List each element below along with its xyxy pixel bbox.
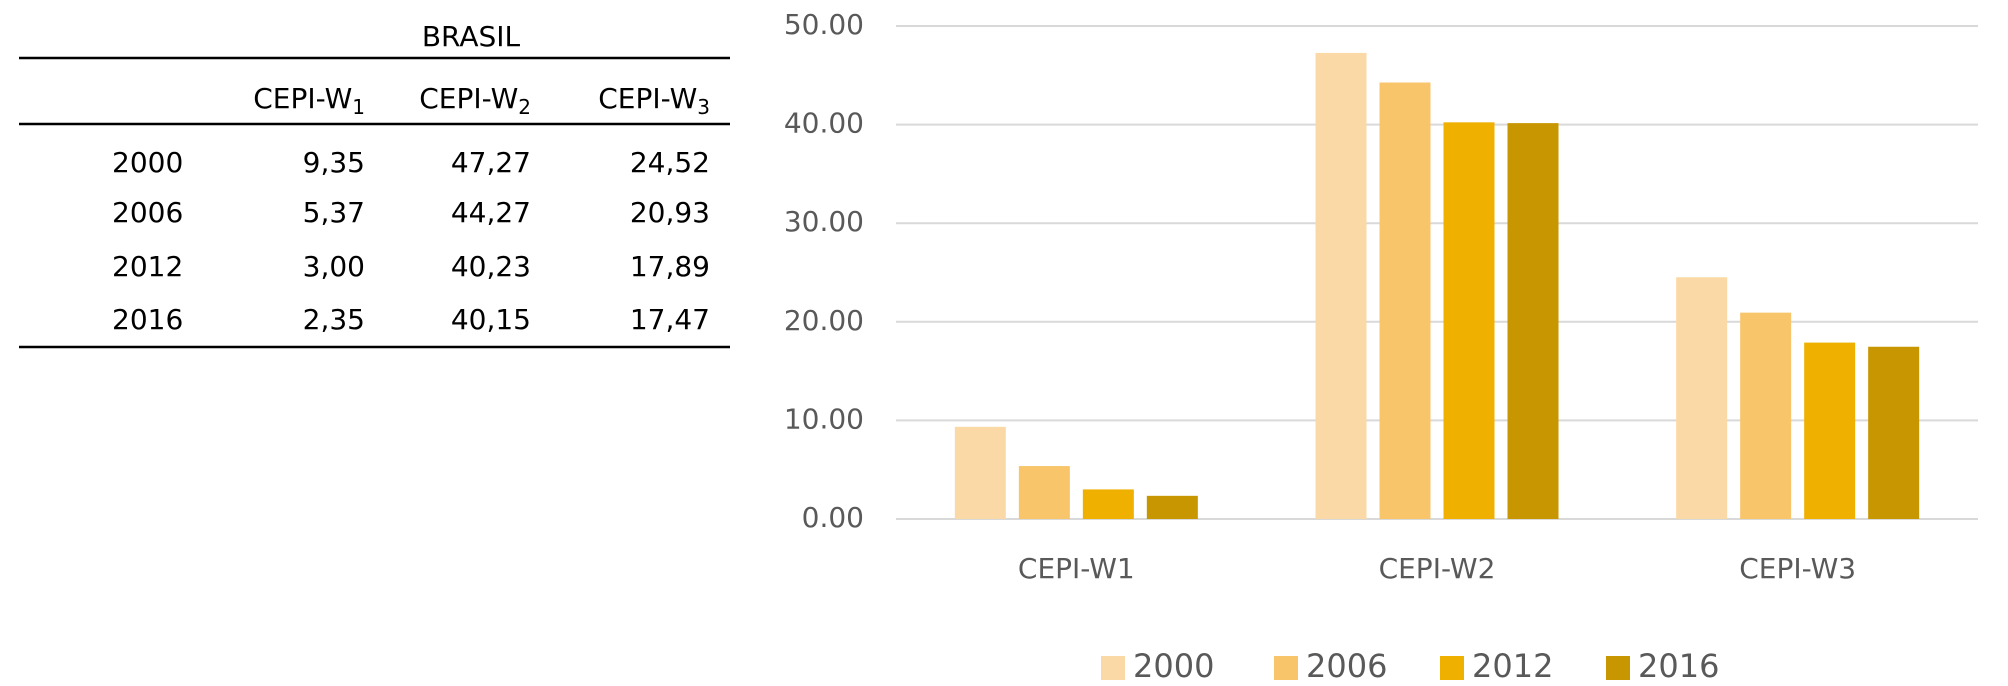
bar <box>954 426 1006 519</box>
bar <box>1443 122 1495 519</box>
bar <box>1379 82 1431 519</box>
table-cell: 20,93 <box>630 196 710 229</box>
bar <box>1146 495 1198 519</box>
bar <box>1082 489 1134 519</box>
x-tick-label: CEPI-W2 <box>1379 552 1496 585</box>
legend-swatch <box>1440 656 1464 680</box>
row-header: 2000 <box>112 146 183 179</box>
y-tick-label: 40.00 <box>784 107 864 140</box>
header-base: CEPI-W <box>253 82 352 115</box>
bar <box>1740 312 1792 519</box>
row-header: 2016 <box>112 303 183 336</box>
table-cell: 9,35 <box>303 146 365 179</box>
y-tick-label: 20.00 <box>784 304 864 337</box>
legend-label: 2006 <box>1306 647 1387 685</box>
column-header: CEPI-W1 <box>253 82 365 119</box>
header-subscript: 3 <box>697 95 710 119</box>
column-header: CEPI-W3 <box>598 82 710 119</box>
table-title: BRASIL <box>422 20 521 53</box>
legend-swatch <box>1274 656 1298 680</box>
y-tick-label: 0.00 <box>802 501 864 534</box>
bar <box>1018 466 1070 519</box>
table-cell: 44,27 <box>451 196 531 229</box>
table-cell: 40,15 <box>451 303 531 336</box>
legend-swatch <box>1101 656 1125 680</box>
header-base: CEPI-W <box>598 82 697 115</box>
y-tick-label: 30.00 <box>784 205 864 238</box>
bar <box>1315 52 1367 520</box>
bar <box>1507 123 1559 519</box>
legend-swatch <box>1606 656 1630 680</box>
table-cell: 5,37 <box>303 196 365 229</box>
bar <box>1676 277 1728 519</box>
row-header: 2006 <box>112 196 183 229</box>
column-header: CEPI-W2 <box>419 82 531 119</box>
legend-label: 2000 <box>1133 647 1214 685</box>
header-base: CEPI-W <box>419 82 518 115</box>
row-header: 2012 <box>112 250 183 283</box>
table-cell: 40,23 <box>451 250 531 283</box>
table-cell: 3,00 <box>303 250 365 283</box>
y-tick-label: 50.00 <box>784 8 864 41</box>
bar <box>1868 346 1920 519</box>
table-cell: 2,35 <box>303 303 365 336</box>
bar <box>1804 342 1856 519</box>
header-subscript: 1 <box>352 95 365 119</box>
table-cell: 24,52 <box>630 146 710 179</box>
table-cell: 17,47 <box>630 303 710 336</box>
header-subscript: 2 <box>518 95 531 119</box>
x-tick-label: CEPI-W1 <box>1018 552 1135 585</box>
y-tick-label: 10.00 <box>784 402 864 435</box>
x-tick-label: CEPI-W3 <box>1739 552 1856 585</box>
legend-label: 2016 <box>1638 647 1719 685</box>
table-cell: 47,27 <box>451 146 531 179</box>
table-cell: 17,89 <box>630 250 710 283</box>
legend-label: 2012 <box>1472 647 1553 685</box>
